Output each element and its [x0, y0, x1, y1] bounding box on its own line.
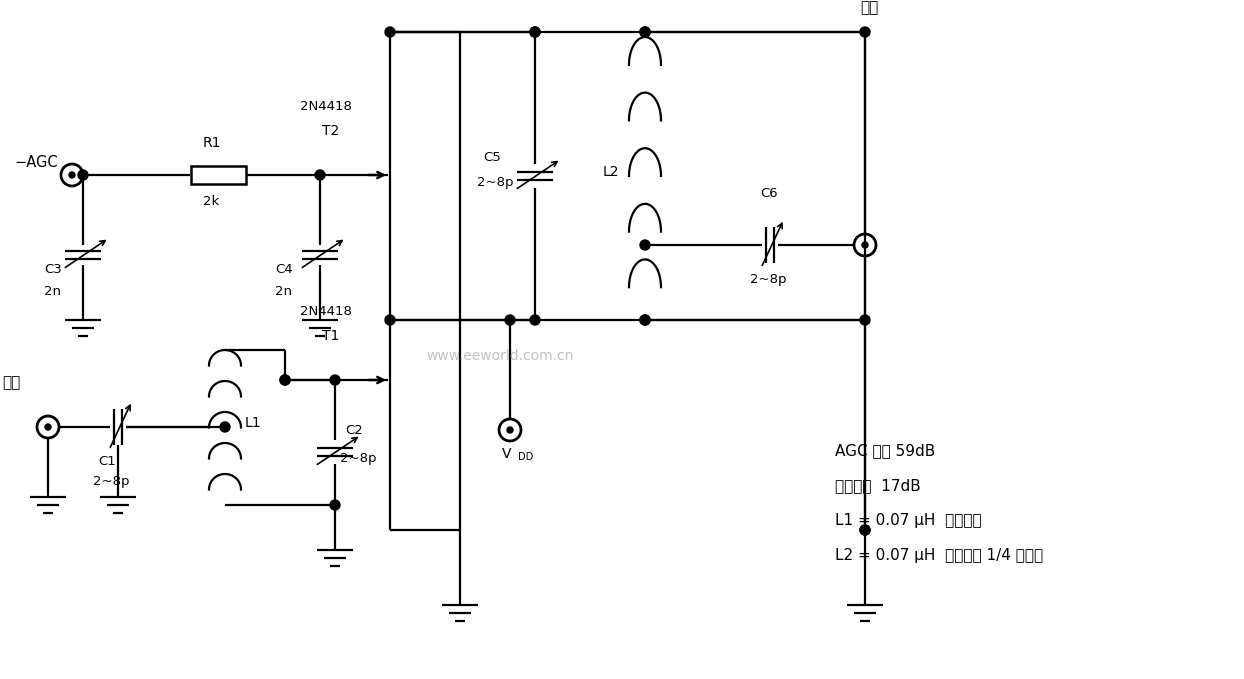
Text: C6: C6: [760, 187, 778, 200]
Text: C4: C4: [275, 263, 292, 276]
Text: 2N4418: 2N4418: [300, 100, 352, 113]
Text: 2k: 2k: [203, 195, 219, 208]
Text: DD: DD: [518, 452, 534, 462]
Circle shape: [384, 315, 396, 325]
Circle shape: [639, 315, 651, 325]
Text: C3: C3: [44, 263, 62, 276]
Text: 2n: 2n: [275, 285, 292, 298]
Bar: [190, 166, 245, 184]
Circle shape: [530, 27, 540, 37]
Text: L1 = 0.07 μH  中心抚头: L1 = 0.07 μH 中心抚头: [835, 513, 982, 528]
Circle shape: [639, 240, 651, 250]
Text: C1: C1: [98, 455, 116, 468]
Circle shape: [505, 315, 515, 325]
Circle shape: [860, 27, 870, 37]
Text: 2n: 2n: [44, 285, 61, 298]
Text: C5: C5: [483, 151, 501, 164]
Circle shape: [280, 375, 290, 385]
Text: L2 = 0.07 μH  从地端起 1/4 处抚头: L2 = 0.07 μH 从地端起 1/4 处抚头: [835, 548, 1044, 563]
Text: 2~8p: 2~8p: [476, 176, 514, 189]
Circle shape: [315, 170, 325, 180]
Circle shape: [68, 172, 75, 178]
Text: −AGC: −AGC: [14, 155, 57, 170]
Text: 2N4418: 2N4418: [300, 305, 352, 318]
Text: L2: L2: [603, 165, 620, 179]
Circle shape: [330, 375, 340, 385]
Circle shape: [330, 500, 340, 510]
Circle shape: [860, 315, 870, 325]
Circle shape: [78, 170, 88, 180]
Circle shape: [639, 27, 651, 37]
Circle shape: [220, 422, 230, 432]
Text: T2: T2: [322, 124, 340, 138]
Text: L1: L1: [245, 416, 261, 430]
Circle shape: [860, 525, 870, 535]
Text: 输出: 输出: [860, 0, 878, 15]
Text: 输入: 输入: [2, 375, 20, 390]
Text: T1: T1: [322, 329, 340, 343]
Circle shape: [862, 242, 868, 248]
Circle shape: [384, 27, 396, 37]
Text: R1: R1: [203, 136, 221, 150]
Circle shape: [530, 27, 540, 37]
Circle shape: [639, 315, 651, 325]
Circle shape: [530, 315, 540, 325]
Text: 功率增益  17dB: 功率增益 17dB: [835, 478, 921, 493]
Text: 2~8p: 2~8p: [750, 273, 786, 286]
Circle shape: [280, 375, 290, 385]
Text: 2~8p: 2~8p: [93, 475, 129, 488]
Circle shape: [45, 424, 51, 430]
Circle shape: [639, 27, 651, 37]
Text: C2: C2: [345, 424, 363, 437]
Text: www.eeworld.com.cn: www.eeworld.com.cn: [427, 349, 573, 363]
Circle shape: [860, 525, 870, 535]
Text: 2~8p: 2~8p: [340, 452, 377, 465]
Text: V: V: [503, 447, 511, 461]
Circle shape: [508, 427, 513, 433]
Text: AGC 范围 59dB: AGC 范围 59dB: [835, 443, 935, 458]
